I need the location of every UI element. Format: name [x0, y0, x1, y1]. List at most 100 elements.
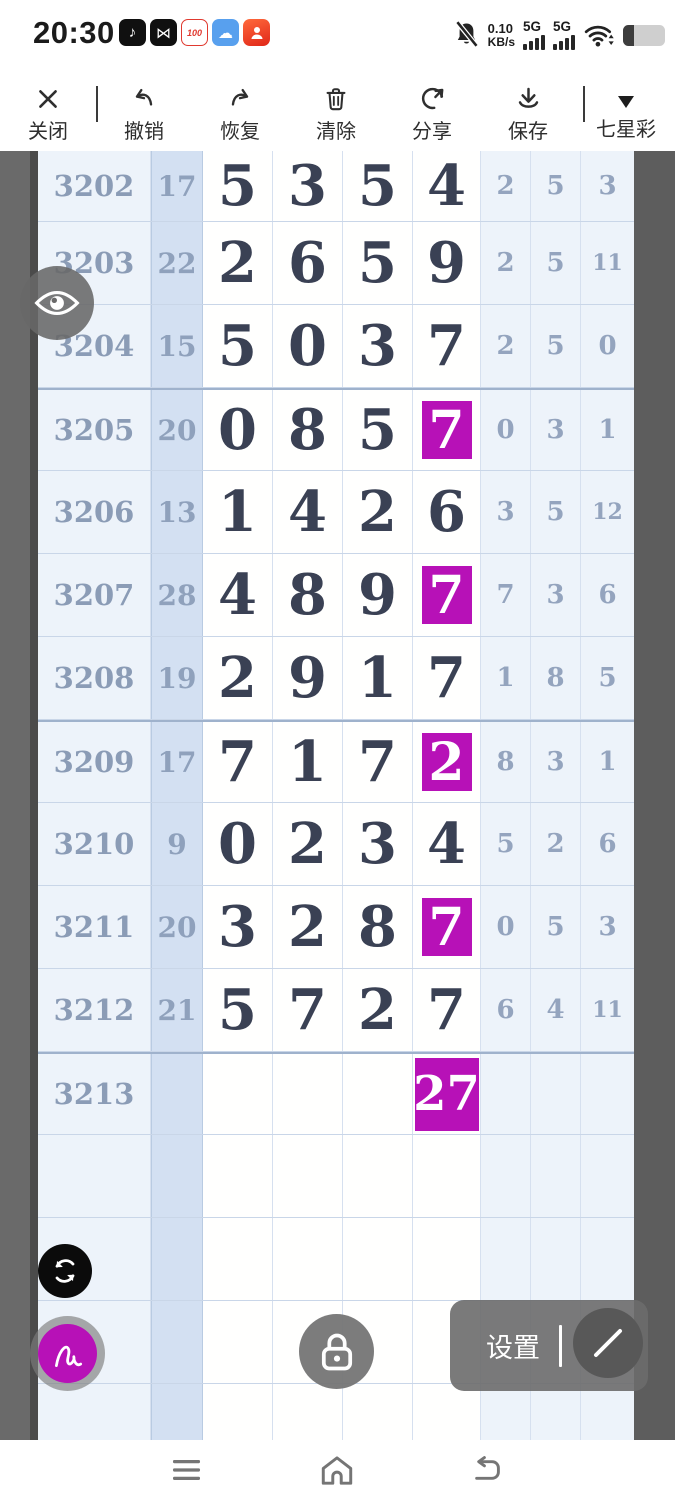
- extra-cell: [581, 1135, 634, 1217]
- digit-cell: 1: [343, 637, 413, 719]
- extra-cell: 2: [481, 151, 531, 221]
- digit-cell: [413, 1384, 481, 1440]
- diagonal-line-icon: [594, 1329, 622, 1357]
- extra-cell: 3: [531, 722, 581, 802]
- extra-cell: 12: [581, 471, 634, 553]
- digit-cell: 6: [413, 471, 481, 553]
- extra-cell: 2: [481, 222, 531, 304]
- extra-cell: 3: [581, 886, 634, 968]
- period-cell: 3205: [38, 390, 151, 470]
- digit-cell: 7: [343, 722, 413, 802]
- digit-cell: [413, 1135, 481, 1217]
- period-cell: [38, 1384, 151, 1440]
- left-gray-band: [0, 151, 30, 1440]
- refresh-button[interactable]: [38, 1244, 92, 1298]
- table-row: 3202 17 5 3 5 4 2 5 3: [38, 151, 634, 222]
- toolbar-divider: [583, 86, 585, 122]
- close-button[interactable]: 关闭: [28, 86, 68, 144]
- digit-cell: 4: [273, 471, 343, 553]
- digit-cell: 2: [343, 969, 413, 1051]
- wifi-icon: [584, 25, 614, 47]
- settings-button[interactable]: 设置: [486, 1333, 540, 1363]
- table-row: 3206 13 1 4 2 6 3 5 12: [38, 471, 634, 554]
- share-label: 分享: [412, 121, 452, 143]
- redo-button[interactable]: 恢复: [220, 86, 260, 144]
- table-row: 3209 17 7 1 7 2 8 3 1: [38, 720, 634, 803]
- undo-label: 撤销: [124, 120, 164, 143]
- sim2-signal: 5G: [553, 20, 575, 51]
- digit-cell: 9: [273, 637, 343, 719]
- digit-cell: 7: [413, 969, 481, 1051]
- extra-cell: [531, 1384, 581, 1440]
- digit-cell: 0: [203, 390, 273, 470]
- settings-panel: 设置: [450, 1300, 648, 1391]
- digit-cell: [413, 1218, 481, 1300]
- extra-cell: 2: [531, 803, 581, 885]
- speed-unit: KB/s: [487, 34, 515, 49]
- left-band-edge: [30, 151, 38, 1440]
- save-button[interactable]: 保存: [508, 85, 548, 144]
- digit-cell: 0: [203, 803, 273, 885]
- menu-button[interactable]: [165, 1448, 209, 1492]
- lock-icon: [321, 1333, 352, 1370]
- battery-indicator: [623, 24, 665, 46]
- digit-cell: 27: [413, 1054, 481, 1134]
- sim1-signal-bars: [523, 35, 545, 51]
- extra-cell: 11: [581, 222, 634, 304]
- back-button[interactable]: [465, 1448, 509, 1492]
- digit-cell: 9: [343, 554, 413, 636]
- digit-cell: 1: [273, 722, 343, 802]
- line-tool-button[interactable]: [573, 1308, 643, 1378]
- period-cell: 3211: [38, 886, 151, 968]
- lock-button[interactable]: [299, 1314, 374, 1389]
- extra-cell: [531, 1135, 581, 1217]
- extra-cell: 8: [481, 722, 531, 802]
- extra-cell: 0: [581, 305, 634, 387]
- extra-cell: [581, 1384, 634, 1440]
- extra-cell: 5: [481, 803, 531, 885]
- status-indicators: 0.10 KB/s 5G 5G: [453, 14, 665, 56]
- undo-button[interactable]: 撤销: [124, 86, 164, 144]
- highlighted-digit: 27: [413, 1057, 480, 1131]
- toggle-visibility-button[interactable]: [20, 266, 94, 340]
- status-bar: 20:30 ♪ ⋈ 100 ☁ 0.10 KB/s: [0, 0, 675, 70]
- extra-cell: 0: [481, 886, 531, 968]
- digit-cell: [273, 1054, 343, 1134]
- digit-cell: 2: [273, 886, 343, 968]
- mute-bell-icon: [454, 20, 478, 48]
- extra-cell: [481, 1384, 531, 1440]
- digit-cell: 5: [343, 390, 413, 470]
- digit-cell: 7: [413, 637, 481, 719]
- sim2-label: 5G: [553, 18, 572, 34]
- period-cell: 3209: [38, 722, 151, 802]
- table-row: 3204 15 5 0 3 7 2 5 0: [38, 305, 634, 388]
- table-row: 3205 20 0 8 5 7 0 3 1: [38, 388, 634, 471]
- period-cell: 3208: [38, 637, 151, 719]
- table-row: [38, 1384, 634, 1440]
- extra-cell: 6: [481, 969, 531, 1051]
- battery-body: [623, 24, 665, 46]
- back-icon: [475, 1456, 500, 1480]
- extra-cell: 6: [581, 803, 634, 885]
- extra-cell: [481, 1135, 531, 1217]
- home-button[interactable]: [315, 1448, 359, 1492]
- digit-cell: 2: [413, 722, 481, 802]
- digit-cell: [203, 1054, 273, 1134]
- extra-cell: 5: [531, 151, 581, 221]
- game-selector-dropdown[interactable]: 七星彩: [596, 88, 656, 142]
- share-button[interactable]: 分享: [412, 85, 452, 144]
- sum-cell: [151, 1218, 203, 1300]
- extra-cell: [581, 1218, 634, 1300]
- digit-cell: [343, 1384, 413, 1440]
- period-cell: 3203: [38, 222, 151, 304]
- right-gray-band: [634, 151, 675, 1440]
- chart-canvas[interactable]: 3202 17 5 3 5 4 2 5 3 3203 22 2 6 5 9 2 5 11 3204 15 5 0 3 7 2 5 0…: [0, 151, 675, 1440]
- clear-button[interactable]: 清除: [316, 86, 356, 144]
- sum-cell: [151, 1301, 203, 1383]
- digit-cell: 5: [203, 305, 273, 387]
- pen-tool-button[interactable]: [30, 1316, 105, 1391]
- period-cell: 3202: [38, 151, 151, 221]
- table-row: 3208 19 2 9 1 7 1 8 5: [38, 637, 634, 720]
- period-cell: 3213: [38, 1054, 151, 1134]
